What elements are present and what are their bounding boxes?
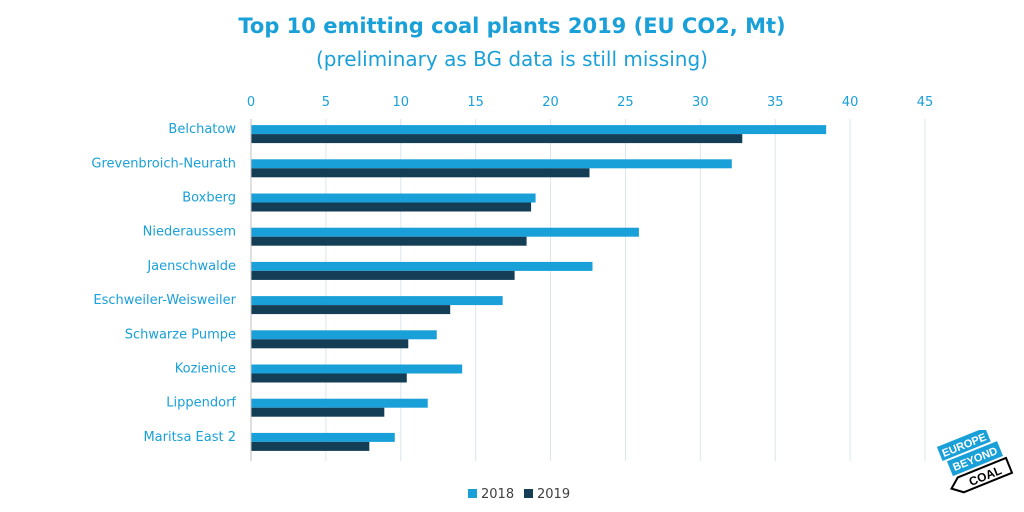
- legend-swatch-2018: [468, 489, 477, 498]
- chart-subtitle: (preliminary as BG data is still missing…: [316, 47, 708, 71]
- bar-2018: [251, 159, 732, 169]
- bar-2019: [251, 441, 370, 451]
- x-tick-label: 25: [617, 95, 634, 110]
- category-label: Boxberg: [182, 191, 236, 206]
- bar-2018: [251, 330, 437, 340]
- gridlines: [325, 119, 926, 461]
- bar-2018: [251, 261, 593, 271]
- europe-beyond-coal-logo: EUROPE BEYOND COAL: [936, 430, 1014, 494]
- x-tick-label: 40: [842, 95, 859, 110]
- category-label: Niederaussem: [143, 225, 236, 240]
- x-tick-label: 5: [322, 95, 330, 110]
- legend: 2018 2019: [468, 487, 570, 502]
- bar-2019: [251, 134, 743, 144]
- x-tick-label: 35: [767, 95, 784, 110]
- bars: [251, 125, 827, 451]
- category-label: Belchatow: [168, 122, 236, 137]
- bar-2019: [251, 373, 407, 383]
- x-tick-label: 15: [467, 95, 484, 110]
- bar-2019: [251, 305, 451, 315]
- category-label: Kozienice: [175, 362, 236, 377]
- category-label: Schwarze Pumpe: [125, 327, 236, 342]
- bar-2019: [251, 407, 385, 417]
- x-tick-label: 0: [247, 95, 255, 110]
- bar-2018: [251, 296, 503, 306]
- legend-label-2019: 2019: [537, 487, 570, 502]
- x-axis-ticks: 0 5 10 15 20 25 30 35 40 45: [247, 95, 933, 110]
- x-tick-label: 45: [917, 95, 934, 110]
- chart-title: Top 10 emitting coal plants 2019 (EU CO2…: [238, 14, 786, 38]
- x-tick-label: 30: [692, 95, 709, 110]
- category-labels: Belchatow Grevenbroich-Neurath Boxberg Nied…: [91, 122, 236, 445]
- bar-2019: [251, 339, 409, 349]
- bar-2019: [251, 236, 527, 246]
- bar-2019: [251, 168, 590, 178]
- bar-2018: [251, 227, 639, 237]
- legend-label-2018: 2018: [481, 487, 514, 502]
- bar-2018: [251, 398, 428, 408]
- bar-2018: [251, 125, 827, 135]
- bar-2018: [251, 364, 463, 374]
- bar-2019: [251, 202, 532, 212]
- category-label: Lippendorf: [166, 396, 236, 411]
- x-tick-label: 10: [393, 95, 410, 110]
- category-label: Maritsa East 2: [143, 430, 236, 445]
- category-label: Grevenbroich-Neurath: [91, 156, 236, 171]
- bar-2018: [251, 193, 536, 203]
- x-tick-label: 20: [542, 95, 559, 110]
- bar-2019: [251, 270, 515, 280]
- bar-2018: [251, 432, 395, 442]
- legend-swatch-2019: [524, 489, 533, 498]
- category-label: Jaenschwalde: [146, 259, 236, 274]
- category-label: Eschweiler-Weisweiler: [93, 293, 236, 308]
